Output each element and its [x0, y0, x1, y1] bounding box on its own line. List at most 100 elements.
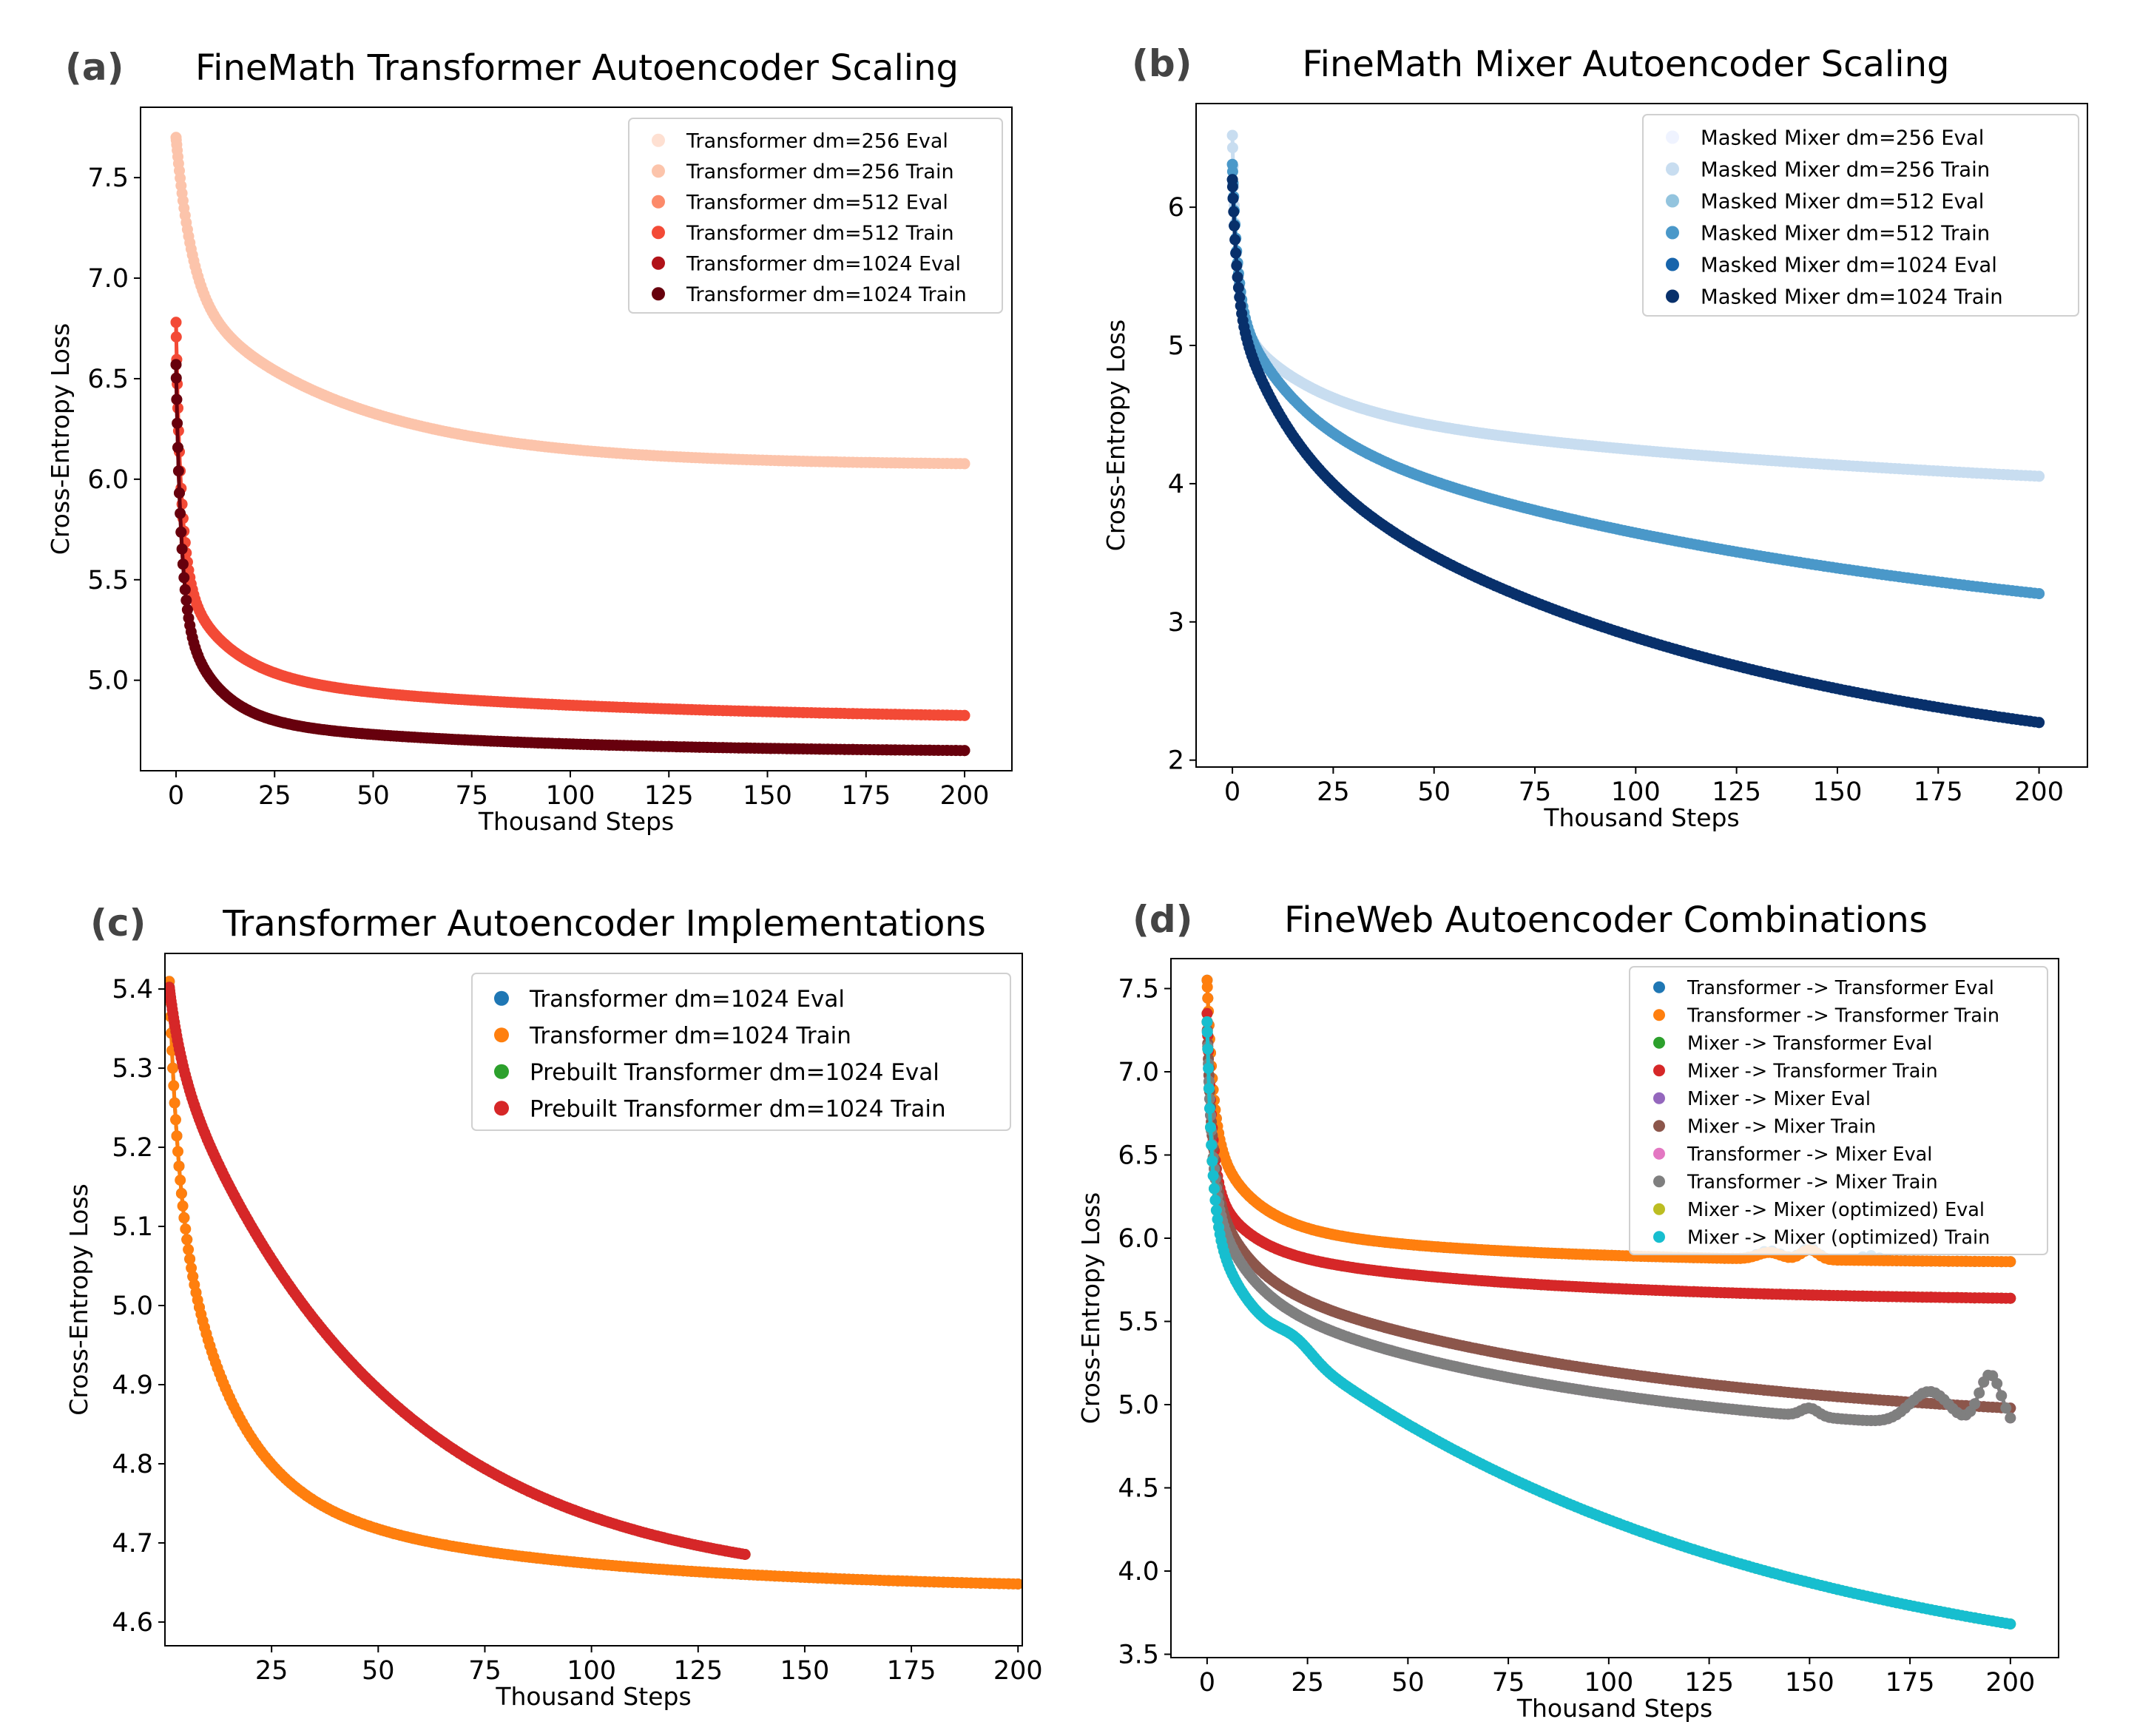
data-point: [1991, 1378, 2003, 1389]
panel-label: (d): [1132, 898, 1193, 941]
y-axis-label: Cross-Entropy Loss: [64, 1183, 93, 1415]
x-tick-label: 200: [993, 1656, 1043, 1686]
panel-label: (a): [65, 46, 124, 89]
legend-item: Masked Mixer dm=256 Train: [1666, 158, 1990, 181]
series-2: [1201, 974, 2016, 1268]
x-tick-label: 125: [644, 781, 694, 811]
legend-marker: [1666, 194, 1679, 208]
data-point: [167, 1062, 179, 1074]
legend-label: Prebuilt Transformer dm=1024 Train: [530, 1095, 946, 1122]
y-tick-label: 3: [1168, 608, 1184, 638]
data-point: [171, 1130, 183, 1142]
legend-item: Masked Mixer dm=256 Eval: [1666, 126, 1984, 149]
chart-panel-a: (a) FineMath Transformer Autoencoder Scal…: [46, 46, 1013, 836]
y-tick-label: 4.9: [112, 1371, 153, 1400]
x-axis-label: Thousand Steps: [1543, 803, 1739, 832]
x-tick-label: 75: [1519, 777, 1552, 807]
legend-label: Masked Mixer dm=512 Train: [1701, 221, 1990, 245]
series-6: [1226, 174, 2045, 729]
y-tick-label: 5.0: [112, 1291, 153, 1321]
y-tick-label: 5.3: [112, 1054, 153, 1084]
data-point: [2000, 1402, 2012, 1414]
data-point: [172, 1146, 183, 1158]
data-point: [1226, 129, 1238, 141]
data-point: [177, 558, 189, 570]
data-point: [2033, 470, 2045, 482]
data-point: [175, 526, 187, 538]
x-tick-label: 50: [1417, 777, 1451, 807]
series-6: [170, 359, 970, 757]
x-tick-label: 75: [468, 1656, 502, 1686]
x-tick-label: 175: [887, 1656, 936, 1686]
data-point: [173, 1161, 185, 1172]
legend-box: [628, 118, 1003, 314]
data-point: [1232, 271, 1243, 283]
y-tick-label: 5.1: [112, 1212, 153, 1242]
y-tick-label: 6.5: [87, 365, 129, 394]
data-point: [176, 543, 188, 555]
legend-item: Transformer dm=1024 Eval: [652, 252, 961, 275]
data-point: [186, 1262, 198, 1274]
data-point: [172, 442, 183, 453]
data-point: [1226, 142, 1238, 154]
data-point: [1012, 1578, 1022, 1590]
data-point: [170, 372, 182, 384]
data-point: [170, 331, 182, 342]
legend-item: Transformer dm=256 Train: [652, 161, 954, 183]
data-point: [170, 317, 182, 328]
data-point: [2005, 1292, 2016, 1304]
y-tick-label: 4.8: [112, 1450, 153, 1479]
chart-title: FineMath Mixer Autoencoder Scaling: [1303, 44, 1950, 85]
data-point: [1229, 220, 1240, 232]
data-point: [1996, 1390, 2008, 1402]
y-axis-label: Cross-Entropy Loss: [1101, 320, 1130, 551]
legend-item: Masked Mixer dm=1024 Eval: [1666, 253, 1997, 277]
series-4: [165, 982, 751, 1560]
legend-marker: [652, 256, 665, 270]
data-point: [1226, 181, 1238, 192]
legend-marker: [1666, 257, 1679, 271]
data-point: [175, 507, 186, 519]
y-tick-label: 5.5: [87, 566, 129, 595]
data-point: [1201, 1007, 1213, 1019]
legend-marker: [1666, 226, 1679, 240]
legend-marker: [1666, 130, 1679, 144]
series-2: [170, 132, 970, 470]
x-tick-label: 150: [1813, 777, 1863, 807]
chart-panel-c: (c) Transformer Autoencoder Implementatio…: [64, 902, 1043, 1711]
legend-label: Transformer dm=256 Eval: [686, 129, 948, 152]
legend-label: Transformer dm=512 Train: [686, 222, 954, 245]
data-point: [180, 1223, 192, 1235]
legend-item: Transformer dm=1024 Train: [494, 1022, 851, 1049]
plot-area: [1201, 974, 2016, 1630]
x-tick-label: 100: [567, 1656, 616, 1686]
chart-title: FineWeb Autoencoder Combinations: [1284, 899, 1928, 941]
legend-label: Transformer dm=1024 Train: [686, 283, 967, 306]
series-2: [165, 976, 1022, 1590]
data-point: [1229, 234, 1241, 246]
legend-item: Masked Mixer dm=512 Eval: [1666, 189, 1984, 213]
legend-marker: [1666, 162, 1679, 176]
legend-label: Masked Mixer dm=256 Train: [1701, 158, 1990, 181]
chart-title: FineMath Transformer Autoencoder Scaling: [195, 47, 959, 89]
data-point: [172, 465, 184, 477]
plot-area: [165, 976, 1022, 1590]
x-axis-label: Thousand Steps: [478, 807, 674, 836]
y-tick-label: 7.0: [87, 264, 129, 294]
legend-box: [471, 973, 1011, 1131]
data-point: [169, 1097, 180, 1109]
legend-label: Transformer dm=512 Eval: [686, 191, 948, 214]
data-point: [959, 709, 970, 721]
series-8: [1201, 1016, 2016, 1427]
legend-label: Masked Mixer dm=1024 Train: [1701, 285, 2003, 308]
legend-label: Masked Mixer dm=512 Eval: [1701, 189, 1984, 213]
legend-marker: [494, 1027, 509, 1043]
legend-item: Transformer dm=1024 Train: [652, 283, 967, 306]
data-point: [172, 417, 183, 429]
data-point: [2005, 1412, 2016, 1424]
data-point: [183, 1243, 195, 1255]
x-tick-label: 175: [1914, 777, 1963, 807]
y-tick-label: 4.6: [112, 1608, 153, 1638]
data-point: [178, 572, 190, 584]
